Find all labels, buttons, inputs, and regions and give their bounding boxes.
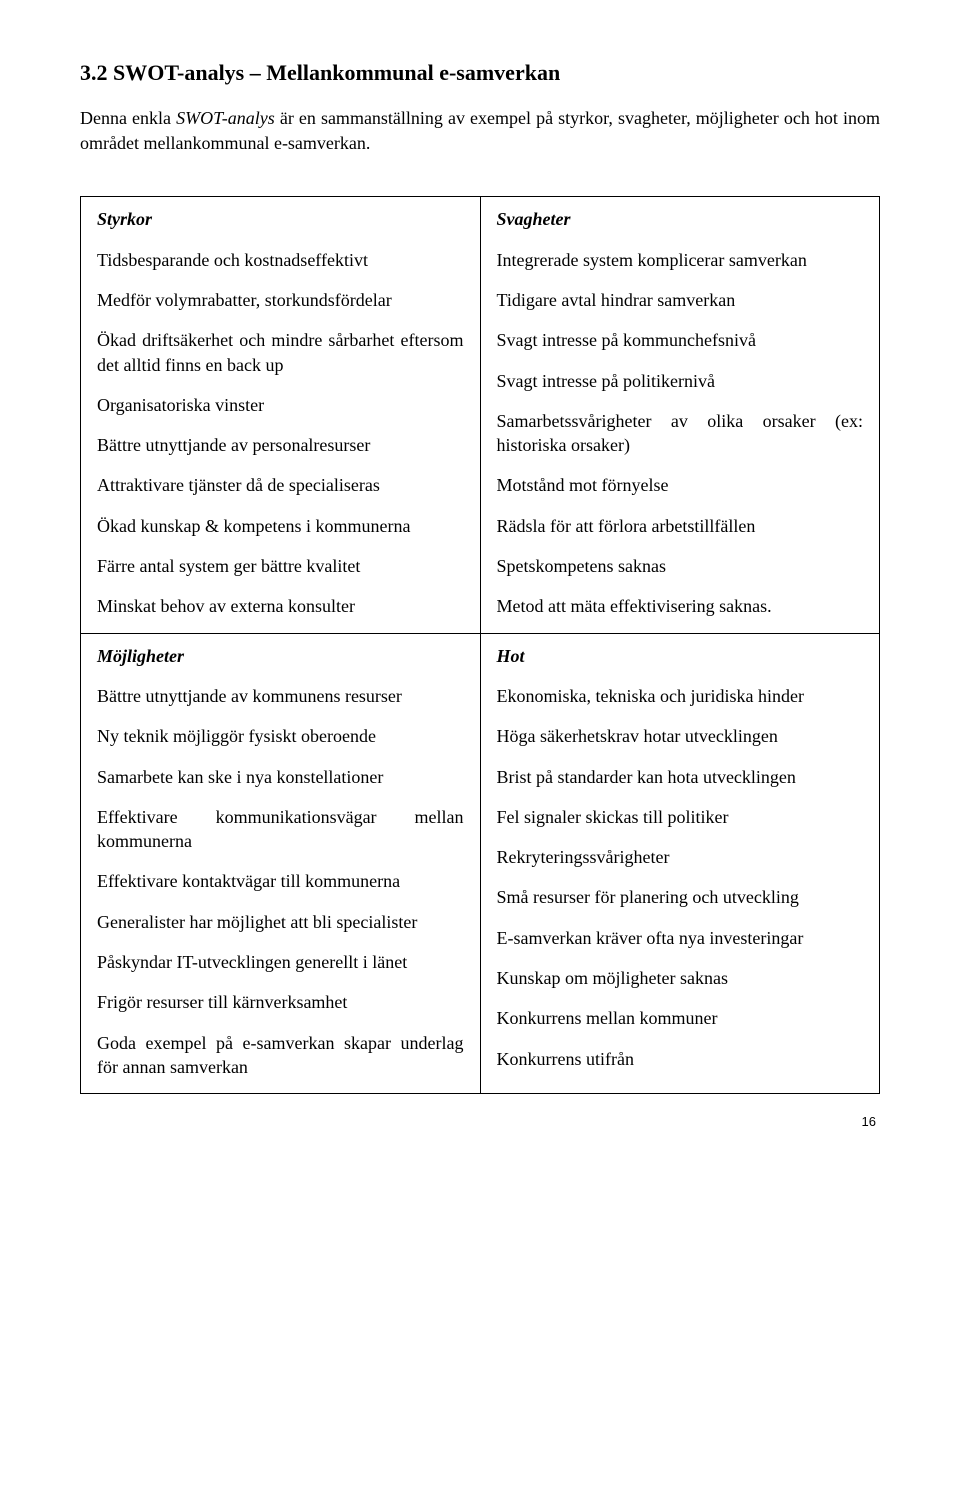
opportunities-title: Möjligheter	[97, 644, 464, 668]
list-item: Rekryteringssvårigheter	[497, 845, 864, 869]
list-item: Integrerade system komplicerar samverkan	[497, 248, 864, 272]
list-item: Färre antal system ger bättre kvalitet	[97, 554, 464, 578]
list-item: Ny teknik möjliggör fysiskt oberoende	[97, 724, 464, 748]
list-item: Bättre utnyttjande av personalresurser	[97, 433, 464, 457]
swot-table: Styrkor Tidsbesparande och kostnadseffek…	[80, 196, 880, 1094]
list-item: Fel signaler skickas till politiker	[497, 805, 864, 829]
list-item: Attraktivare tjänster då de specialisera…	[97, 473, 464, 497]
list-item: Höga säkerhetskrav hotar utvecklingen	[497, 724, 864, 748]
table-row: Styrkor Tidsbesparande och kostnadseffek…	[81, 197, 880, 633]
intro-prefix: Denna enkla	[80, 108, 176, 128]
document-page: 3.2 SWOT-analys – Mellankommunal e-samve…	[0, 0, 960, 1169]
list-item: Minskat behov av externa konsulter	[97, 594, 464, 618]
list-item: E-samverkan kräver ofta nya investeringa…	[497, 926, 864, 950]
list-item: Samarbetssvårigheter av olika orsaker (e…	[497, 409, 864, 458]
weaknesses-cell: Svagheter Integrerade system komplicerar…	[480, 197, 880, 633]
intro-italic-term: SWOT-analys	[176, 108, 275, 128]
list-item: Generalister har möjlighet att bli speci…	[97, 910, 464, 934]
list-item: Ökad driftsäkerhet och mindre sårbarhet …	[97, 328, 464, 377]
list-item: Effektivare kontaktvägar till kommunerna	[97, 869, 464, 893]
intro-paragraph: Denna enkla SWOT-analys är en sammanstäl…	[80, 106, 880, 156]
list-item: Metod att mäta effektivisering saknas.	[497, 594, 864, 618]
opportunities-cell: Möjligheter Bättre utnyttjande av kommun…	[81, 633, 481, 1094]
list-item: Ökad kunskap & kompetens i kommunerna	[97, 514, 464, 538]
strengths-cell: Styrkor Tidsbesparande och kostnadseffek…	[81, 197, 481, 633]
list-item: Medför volymrabatter, storkundsfördelar	[97, 288, 464, 312]
list-item: Svagt intresse på politikernivå	[497, 369, 864, 393]
list-item: Rädsla för att förlora arbetstillfällen	[497, 514, 864, 538]
threats-title: Hot	[497, 644, 864, 668]
list-item: Tidigare avtal hindrar samverkan	[497, 288, 864, 312]
list-item: Ekonomiska, tekniska och juridiska hinde…	[497, 684, 864, 708]
list-item: Kunskap om möjligheter saknas	[497, 966, 864, 990]
list-item: Tidsbesparande och kostnadseffektivt	[97, 248, 464, 272]
list-item: Samarbete kan ske i nya konstellationer	[97, 765, 464, 789]
list-item: Motstånd mot förnyelse	[497, 473, 864, 497]
threats-cell: Hot Ekonomiska, tekniska och juridiska h…	[480, 633, 880, 1094]
list-item: Organisatoriska vinster	[97, 393, 464, 417]
list-item: Bättre utnyttjande av kommunens resurser	[97, 684, 464, 708]
strengths-title: Styrkor	[97, 207, 464, 231]
list-item: Goda exempel på e-samverkan skapar under…	[97, 1031, 464, 1080]
section-heading: 3.2 SWOT-analys – Mellankommunal e-samve…	[80, 60, 880, 86]
list-item: Små resurser för planering och utvecklin…	[497, 885, 864, 909]
list-item: Konkurrens utifrån	[497, 1047, 864, 1071]
list-item: Spetskompetens saknas	[497, 554, 864, 578]
page-number: 16	[80, 1114, 880, 1129]
list-item: Frigör resurser till kärnverksamhet	[97, 990, 464, 1014]
weaknesses-title: Svagheter	[497, 207, 864, 231]
list-item: Brist på standarder kan hota utvecklinge…	[497, 765, 864, 789]
list-item: Svagt intresse på kommunchefsnivå	[497, 328, 864, 352]
table-row: Möjligheter Bättre utnyttjande av kommun…	[81, 633, 880, 1094]
list-item: Effektivare kommunikationsvägar mellan k…	[97, 805, 464, 854]
list-item: Påskyndar IT-utvecklingen generellt i lä…	[97, 950, 464, 974]
list-item: Konkurrens mellan kommuner	[497, 1006, 864, 1030]
